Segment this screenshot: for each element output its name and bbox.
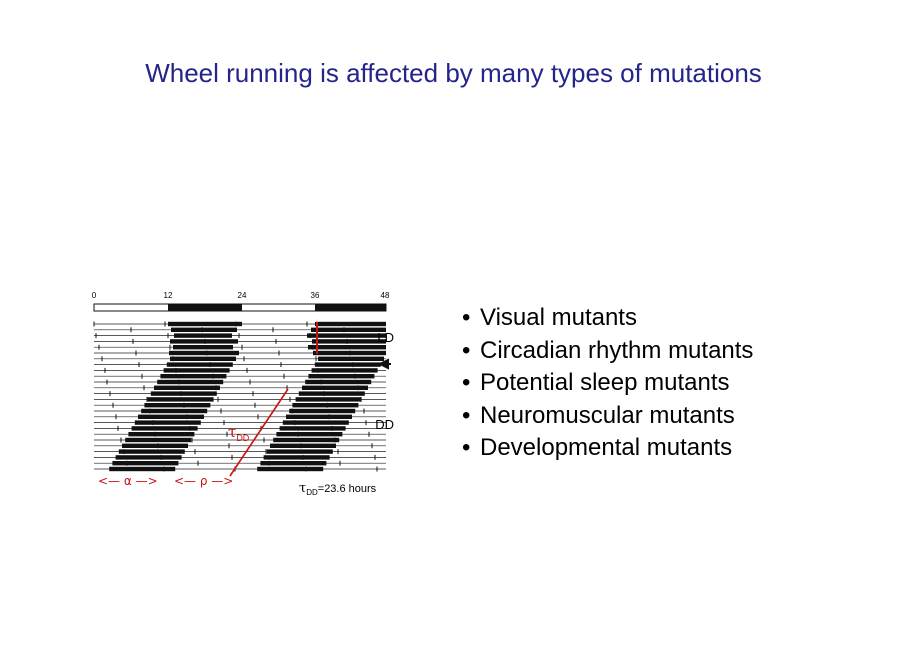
activity-block xyxy=(298,391,365,396)
activity-block xyxy=(150,391,217,396)
activity-block xyxy=(171,327,237,332)
ld-label: LD xyxy=(377,330,394,345)
bullet-item-developmental: • Developmental mutants xyxy=(462,434,733,461)
tick-label-48: 48 xyxy=(381,291,390,300)
activity-block xyxy=(154,385,220,390)
activity-block xyxy=(315,321,386,327)
activity-block xyxy=(311,327,386,332)
activity-block xyxy=(131,426,198,431)
activity-block xyxy=(122,443,188,448)
activity-block xyxy=(302,385,368,390)
activity-block xyxy=(286,414,352,419)
activity-block xyxy=(273,437,340,443)
activity-block xyxy=(138,414,204,419)
dd-label: DD xyxy=(375,417,394,432)
activity-block xyxy=(295,397,362,402)
activity-block xyxy=(109,466,176,472)
activity-block xyxy=(170,356,236,361)
tau-dd-slope-line xyxy=(229,388,289,477)
activity-block xyxy=(169,350,239,356)
rho-label: <— ρ —> xyxy=(174,474,233,488)
activity-block xyxy=(318,356,384,361)
tick-label-0: 0 xyxy=(92,291,97,300)
activity-block xyxy=(266,449,333,454)
bullet-item-neuromuscular: • Neuromuscular mutants xyxy=(462,401,735,429)
activity-block xyxy=(125,437,192,443)
activity-block xyxy=(289,408,356,414)
activity-block xyxy=(112,461,179,466)
activity-block xyxy=(308,374,375,379)
tau-dd-label: τDD xyxy=(228,423,250,443)
activity-block xyxy=(260,461,327,466)
activity-block xyxy=(270,443,336,448)
tick-label-24: 24 xyxy=(238,291,247,300)
activity-block xyxy=(276,432,343,437)
activity-block xyxy=(115,455,182,460)
bullet-item-circadian: • Circadian rhythm mutants xyxy=(462,336,754,364)
activity-block xyxy=(147,397,214,402)
activity-block xyxy=(257,466,324,472)
actogram-svg: 0 12 24 36 48 τDD LD DD <— α —> <— ρ —> … xyxy=(92,291,394,497)
activity-block xyxy=(157,379,224,385)
activity-block xyxy=(307,333,386,338)
activity-block xyxy=(141,408,208,414)
alpha-label: <— α —> xyxy=(98,474,158,488)
activity-block xyxy=(282,420,349,425)
activity-block xyxy=(134,420,201,425)
activity-block xyxy=(173,345,233,350)
activity-block xyxy=(314,362,381,367)
light-dark-bar xyxy=(93,303,387,312)
activity-block xyxy=(144,403,211,408)
activity-block xyxy=(292,403,359,408)
activity-block xyxy=(305,379,372,385)
arrow-icon xyxy=(377,358,391,370)
tau-caption: τDD=23.6 hours xyxy=(299,481,377,497)
activity-block xyxy=(170,339,238,344)
tick-label-36: 36 xyxy=(311,291,320,300)
activity-block xyxy=(311,368,378,373)
activity-block xyxy=(312,339,386,344)
activity-block xyxy=(166,362,233,367)
bullet-list: • Visual mutants • Circadian rhythm mutant… xyxy=(462,302,753,465)
activity-block xyxy=(128,432,195,437)
slide-title: Wheel running is affected by many types … xyxy=(145,58,762,88)
actogram-figure: 0 12 24 36 48 τDD LD DD <— α —> <— ρ —> … xyxy=(88,284,398,504)
activity-block xyxy=(308,345,386,350)
actogram-rows xyxy=(93,321,386,472)
tick-label-12: 12 xyxy=(164,291,173,300)
activity-block xyxy=(160,374,227,379)
activity-block xyxy=(279,426,346,431)
activity-block xyxy=(263,455,330,460)
activity-block xyxy=(163,368,230,373)
bullet-item-visual: • Visual mutants xyxy=(462,304,637,331)
bullet-item-sleep: • Potential sleep mutants xyxy=(462,369,730,396)
activity-block xyxy=(174,333,232,338)
activity-block xyxy=(168,321,242,327)
activity-block xyxy=(118,449,185,454)
